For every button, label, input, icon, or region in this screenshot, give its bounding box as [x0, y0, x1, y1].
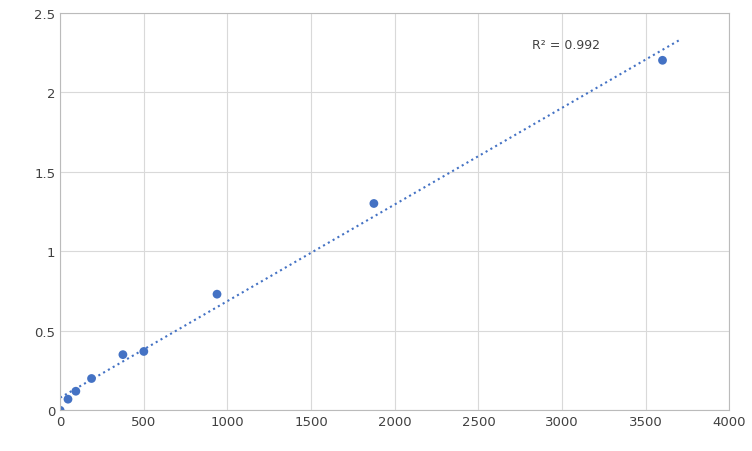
- Point: [117, 351, 129, 359]
- Point: [62, 396, 74, 403]
- Point: [211, 291, 223, 298]
- Point: [70, 388, 82, 395]
- Point: [368, 200, 380, 207]
- Point: [656, 58, 669, 65]
- Point: [86, 375, 98, 382]
- Point: [138, 348, 150, 355]
- Text: R² = 0.992: R² = 0.992: [532, 39, 600, 51]
- Point: [54, 407, 66, 414]
